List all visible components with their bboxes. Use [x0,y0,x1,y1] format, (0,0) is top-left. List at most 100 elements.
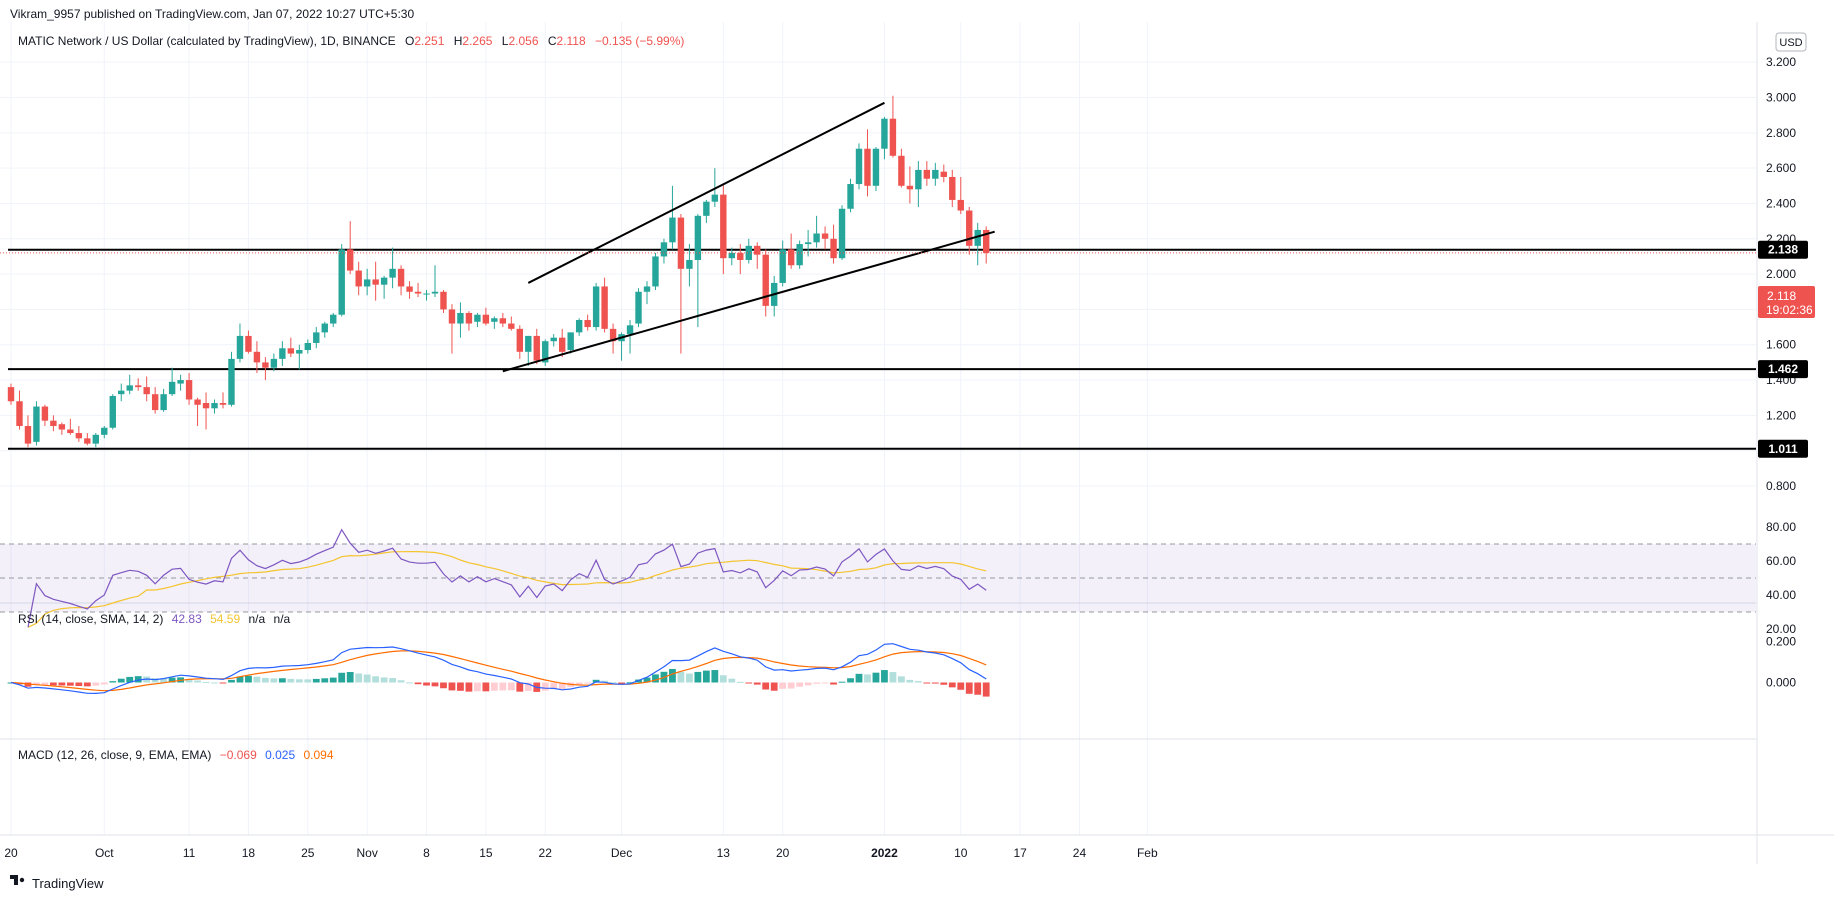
candle-body [703,201,710,216]
candle-body [423,293,430,295]
macd-hist-bar [151,678,159,683]
change-value: −0.135 (−5.99%) [595,34,684,48]
candle-body [92,434,99,444]
macd-hist-bar [855,673,863,683]
macd-hist-bar [821,682,829,684]
candle-body [516,328,523,352]
rsi-title: RSI (14, close, SMA, 14, 2) [18,612,163,626]
time-tick-label: 11 [183,846,196,860]
candle-body [194,399,201,405]
macd-hist-bar [168,677,176,683]
candle-body [16,401,23,426]
candle-body [67,429,74,434]
last-price-value: 2.118 [1767,289,1796,303]
time-tick-label: 15 [479,846,493,860]
level-tag-label: 2.138 [1768,243,1798,257]
macd-hist-bar [516,682,524,692]
candle-body [669,217,676,243]
price-tick-label: 2.000 [1766,267,1796,281]
low-label: L [502,34,509,48]
candles [7,95,990,448]
candle-body [406,286,413,292]
macd-tick-label: 0.000 [1766,676,1796,690]
candle-body [474,314,481,322]
currency-box[interactable] [1775,32,1807,52]
macd-hist-bar [465,682,473,692]
trendline [502,230,995,373]
rsi-na-2: n/a [274,612,291,626]
macd-hist-bar [117,678,125,683]
level-tags: 2.138 1.462 1.011 [1758,240,1808,458]
candle-body [728,252,735,259]
macd-hist-bar [626,682,634,684]
macd-hist-bar [414,682,422,685]
tradingview-logo [10,875,25,885]
macd-hist-bar [669,668,676,683]
candle-body [228,358,235,405]
macd-hist-bar [686,673,693,683]
candle-body [559,337,566,352]
grid [0,22,1756,835]
footer-brand: TradingView [32,876,104,891]
macd-hist-bar [592,679,600,683]
macd-hist-bar [431,682,439,687]
candle-body [847,184,854,209]
macd-hist-bar [482,682,490,692]
candle-body [796,244,803,266]
macd-hist-bar [779,682,787,689]
candle-body [813,233,820,243]
candle-body [677,217,685,269]
candle-body [355,270,362,287]
candle-body [660,242,668,257]
candle-body [864,148,871,186]
macd-hist-bar [694,671,702,683]
time-tick-label: 24 [1073,846,1087,860]
candle-body [313,332,320,343]
candle-body [109,395,116,428]
candle-body [7,387,15,402]
level-tag [1758,240,1808,259]
candle-body [41,406,49,421]
time-tick-label: 20 [776,846,790,860]
candle-body [219,403,227,405]
time-tick-label: 8 [423,846,430,860]
price-axis[interactable]: 3.2003.0002.8002.6002.4002.2002.0001.800… [1766,55,1796,493]
candle-body [754,245,761,255]
macd-hist-bar [558,682,566,689]
time-tick-label: 20 [4,846,18,860]
price-tick-label: 0.800 [1766,479,1796,493]
macd-hist-bar [92,682,100,686]
candle-body [635,291,642,324]
rsi-tick-label: 80.00 [1766,520,1796,534]
time-tick-label: 18 [242,846,256,860]
macd-hist-bar [109,681,117,683]
macd-hist-bar [813,682,820,684]
macd-histogram [7,668,990,697]
candle-body [279,348,286,359]
candle-body [643,286,651,292]
candle-body [245,335,252,352]
macd-hist-bar [83,682,91,687]
time-tick-label: Feb [1137,846,1158,860]
countdown: 19:02:36 [1766,303,1813,317]
macd-hist-bar [58,682,66,686]
rsi-line [27,528,987,628]
macd-hist-bar [160,678,168,683]
level-tag [1758,439,1808,458]
macd-hist-bar [796,682,804,687]
rsi-tick-label: 40.00 [1766,588,1796,602]
trendlines [502,101,995,373]
candle-body [881,118,888,149]
candle-body [151,394,159,411]
time-axis[interactable]: 20 Oct 11 18 25 Nov 8 15 22 Dec 13 20 2022 10 17 24 Feb [4,846,1158,860]
macd-hist-bar [262,677,269,683]
high-label: H [454,34,463,48]
candle-body [202,403,210,409]
time-tick-label: 13 [717,846,731,860]
trendline [527,101,885,284]
macd-signal-line [10,650,987,692]
macd-hist-bar [406,682,413,684]
macd-hist-bar [236,676,244,683]
symbol-legend: MATIC Network / US Dollar (calculated by… [18,34,684,48]
